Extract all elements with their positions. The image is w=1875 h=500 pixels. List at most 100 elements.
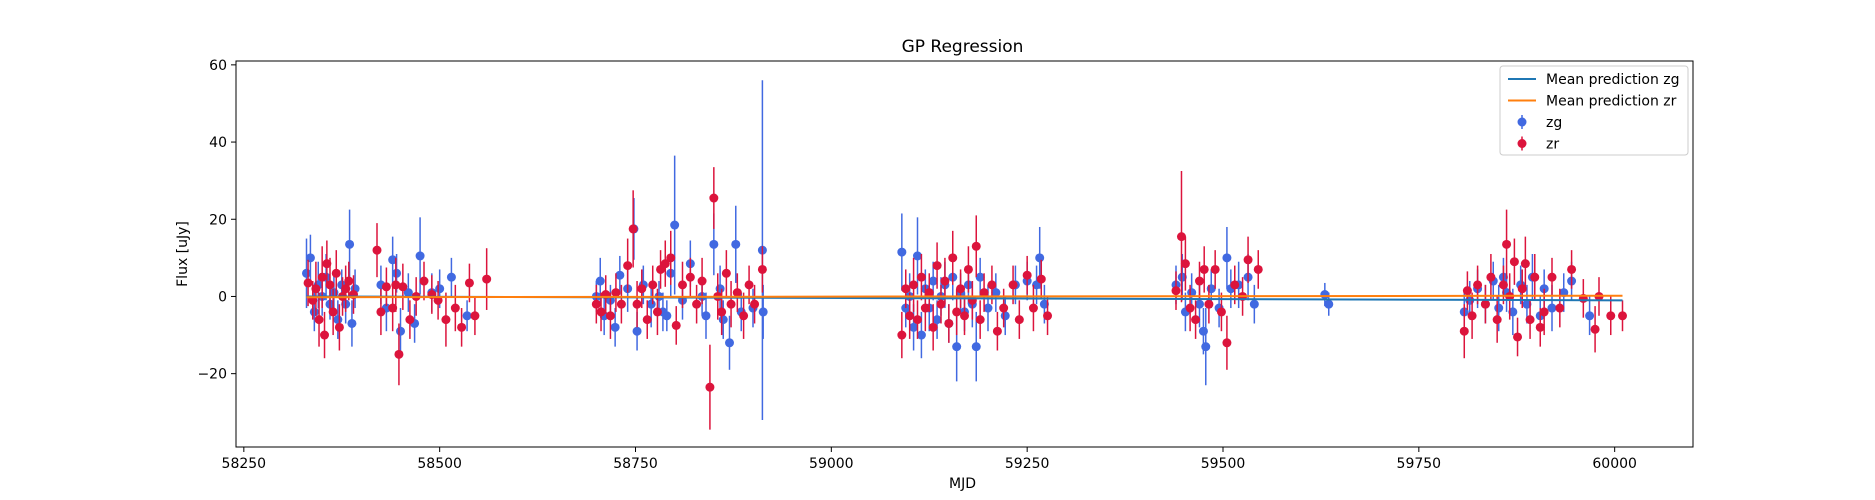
data-point-zr bbox=[672, 321, 681, 330]
data-point-zr bbox=[976, 315, 985, 324]
data-point-zr bbox=[1211, 265, 1220, 274]
data-point-zr bbox=[933, 261, 942, 270]
data-point-zr bbox=[705, 383, 714, 392]
data-point-zg bbox=[759, 307, 768, 316]
data-point-zr bbox=[739, 311, 748, 320]
data-point-zg bbox=[1324, 300, 1333, 309]
data-point-zg bbox=[670, 221, 679, 230]
data-point-zg bbox=[716, 284, 725, 293]
data-point-zr bbox=[373, 246, 382, 255]
data-point-zr bbox=[592, 300, 601, 309]
x-tick-label: 59000 bbox=[809, 456, 854, 472]
data-point-zr bbox=[405, 315, 414, 324]
x-tick-label: 59500 bbox=[1201, 456, 1246, 472]
x-tick-label: 59750 bbox=[1397, 456, 1442, 472]
data-point-zr bbox=[633, 300, 642, 309]
data-point-zr bbox=[929, 323, 938, 332]
data-point-zr bbox=[465, 278, 474, 287]
data-point-zr bbox=[1200, 265, 1209, 274]
legend-marker-swatch bbox=[1518, 139, 1527, 148]
data-point-zr bbox=[311, 284, 320, 293]
data-point-zr bbox=[653, 307, 662, 316]
x-tick-label: 58250 bbox=[222, 456, 267, 472]
data-point-zr bbox=[1172, 286, 1181, 295]
data-point-zr bbox=[709, 194, 718, 203]
y-tick-label: 0 bbox=[218, 289, 227, 305]
data-point-zr bbox=[960, 311, 969, 320]
data-point-zr bbox=[1567, 265, 1576, 274]
x-axis-label: MJD bbox=[949, 476, 976, 492]
data-point-zg bbox=[1035, 253, 1044, 262]
data-point-zr bbox=[1043, 311, 1052, 320]
data-point-zr bbox=[921, 304, 930, 313]
data-point-zg bbox=[345, 240, 354, 249]
x-tick-label: 60000 bbox=[1592, 456, 1637, 472]
data-point-zr bbox=[1548, 273, 1557, 282]
data-point-zr bbox=[937, 300, 946, 309]
data-point-zg bbox=[702, 311, 711, 320]
data-point-zr bbox=[376, 307, 385, 316]
data-point-zg bbox=[647, 300, 656, 309]
data-point-zr bbox=[940, 277, 949, 286]
data-point-zr bbox=[1486, 273, 1495, 282]
data-point-zr bbox=[666, 253, 675, 262]
legend-label: zr bbox=[1546, 137, 1559, 153]
data-point-zr bbox=[332, 269, 341, 278]
data-point-zr bbox=[717, 307, 726, 316]
data-point-zr bbox=[1037, 275, 1046, 284]
data-point-zg bbox=[1585, 311, 1594, 320]
data-point-zr bbox=[648, 280, 657, 289]
data-point-zr bbox=[901, 284, 910, 293]
plot-area bbox=[302, 80, 1627, 429]
data-point-zg bbox=[463, 311, 472, 320]
data-point-zg bbox=[917, 331, 926, 340]
data-point-zg bbox=[447, 273, 456, 282]
data-point-zr bbox=[972, 242, 981, 251]
data-point-zg bbox=[1250, 300, 1259, 309]
data-point-zr bbox=[643, 315, 652, 324]
x-tick-label: 58750 bbox=[613, 456, 658, 472]
data-point-zr bbox=[623, 261, 632, 270]
data-point-zr bbox=[1499, 280, 1508, 289]
data-point-zr bbox=[329, 307, 338, 316]
data-point-zr bbox=[1473, 280, 1482, 289]
data-point-zr bbox=[482, 275, 491, 284]
data-point-zr bbox=[964, 265, 973, 274]
data-point-zr bbox=[394, 350, 403, 359]
data-point-zg bbox=[310, 307, 319, 316]
data-point-zr bbox=[304, 278, 313, 287]
data-point-zg bbox=[1201, 342, 1210, 351]
legend-label: zg bbox=[1546, 115, 1562, 131]
data-point-zr bbox=[1204, 300, 1213, 309]
legend-label: Mean prediction zg bbox=[1546, 72, 1680, 88]
data-point-zr bbox=[629, 224, 638, 233]
data-point-zr bbox=[1222, 338, 1231, 347]
data-point-zr bbox=[420, 277, 429, 286]
data-point-zr bbox=[1254, 265, 1263, 274]
y-axis-label: Flux [uJy] bbox=[175, 221, 191, 287]
data-point-zr bbox=[1606, 311, 1615, 320]
data-point-zr bbox=[897, 331, 906, 340]
data-point-zg bbox=[909, 323, 918, 332]
data-point-zr bbox=[318, 273, 327, 282]
data-point-zg bbox=[1320, 290, 1329, 299]
data-point-zr bbox=[917, 273, 926, 282]
data-point-zr bbox=[1181, 259, 1190, 268]
data-point-zr bbox=[606, 311, 615, 320]
data-point-zr bbox=[944, 319, 953, 328]
data-point-zg bbox=[976, 273, 985, 282]
data-point-zg bbox=[913, 251, 922, 260]
data-point-zr bbox=[750, 300, 759, 309]
data-point-zr bbox=[1195, 277, 1204, 286]
data-point-zg bbox=[611, 323, 620, 332]
data-point-zr bbox=[1618, 311, 1627, 320]
legend-marker-swatch bbox=[1518, 118, 1527, 127]
data-point-zg bbox=[615, 271, 624, 280]
data-point-zr bbox=[686, 273, 695, 282]
data-point-zr bbox=[758, 265, 767, 274]
data-point-zr bbox=[698, 277, 707, 286]
series-zg bbox=[302, 80, 1594, 420]
data-point-zr bbox=[1591, 325, 1600, 334]
data-point-zg bbox=[1001, 311, 1010, 320]
data-point-zr bbox=[1460, 327, 1469, 336]
